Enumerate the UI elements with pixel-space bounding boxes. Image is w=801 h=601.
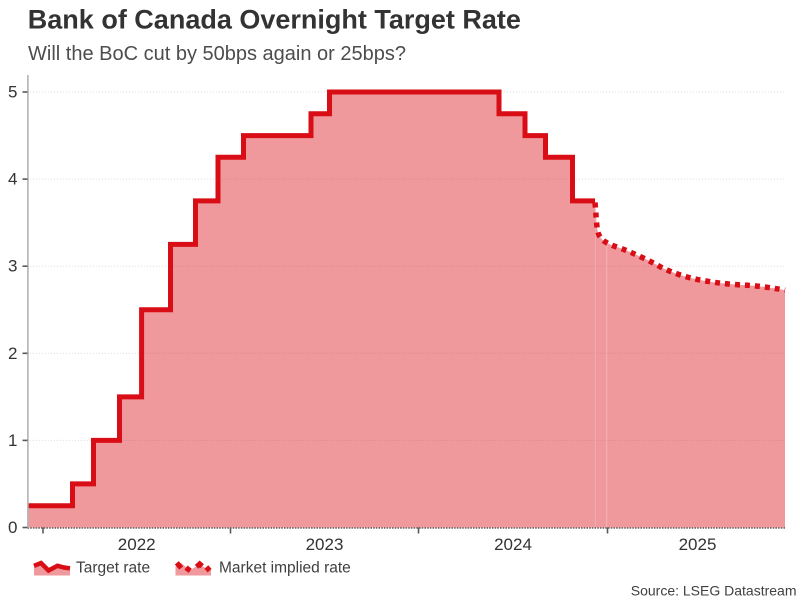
- svg-text:3: 3: [8, 257, 17, 276]
- svg-text:Will the BoC cut by 50bps agai: Will the BoC cut by 50bps again or 25bps…: [28, 43, 406, 65]
- svg-text:Source: LSEG Datastream: Source: LSEG Datastream: [631, 582, 797, 598]
- svg-text:5: 5: [8, 83, 17, 102]
- svg-text:Bank of Canada Overnight Targe: Bank of Canada Overnight Target Rate: [28, 5, 521, 35]
- svg-text:2022: 2022: [118, 535, 156, 554]
- svg-text:2025: 2025: [679, 535, 717, 554]
- svg-text:1: 1: [8, 431, 17, 450]
- svg-text:Market implied rate: Market implied rate: [219, 560, 351, 577]
- svg-text:2: 2: [8, 344, 17, 363]
- svg-text:2024: 2024: [494, 535, 532, 554]
- svg-text:2023: 2023: [306, 535, 344, 554]
- svg-text:Target rate: Target rate: [76, 560, 150, 577]
- svg-text:0: 0: [8, 518, 17, 537]
- svg-text:4: 4: [8, 170, 17, 189]
